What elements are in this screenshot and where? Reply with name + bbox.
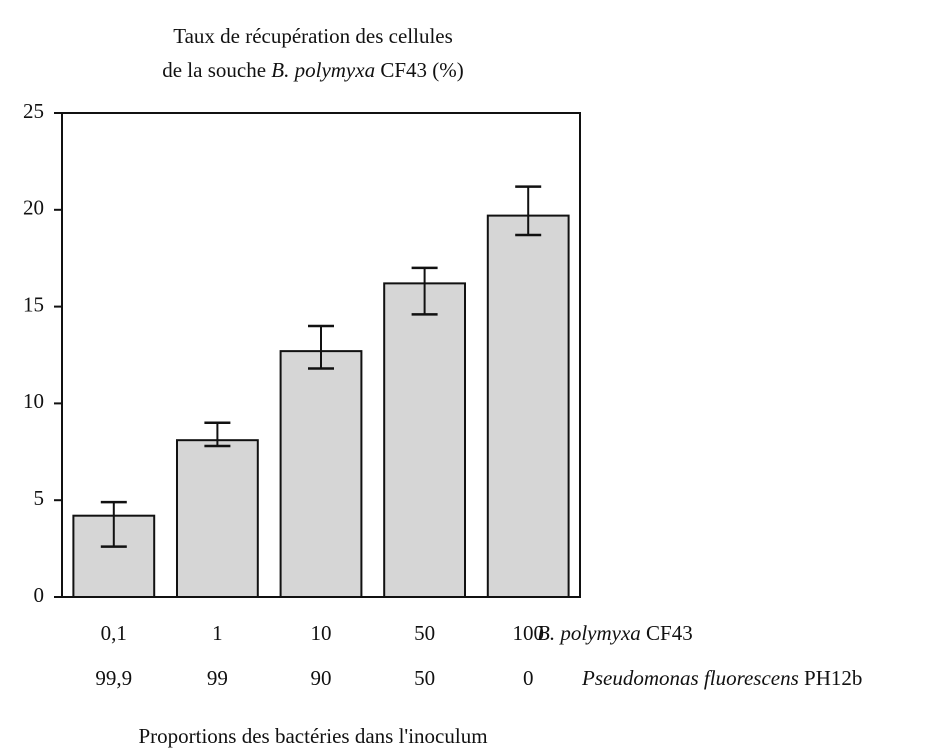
bar	[175, 439, 259, 598]
bar	[383, 282, 467, 598]
x-row-name: B. polymyxa CF43	[537, 621, 693, 645]
title-part: de la souche	[162, 58, 271, 82]
x-tick-label: 1	[212, 621, 223, 645]
x-tick-label: 99,9	[95, 666, 132, 690]
x-row-name: Pseudomonas fluorescens PH12b	[581, 666, 862, 690]
x-tick-label: 90	[311, 666, 332, 690]
title-part: CF43 (%)	[375, 58, 464, 82]
x-axis-label: Proportions des bactéries dans l'inoculu…	[138, 724, 487, 748]
row-name-part: Pseudomonas fluorescens	[581, 666, 799, 690]
bar	[279, 350, 363, 598]
y-tick-label: 10	[23, 389, 44, 413]
x-tick-label: 100	[512, 621, 544, 645]
x-tick-label: 99	[207, 666, 228, 690]
x-tick-label: 0,1	[101, 621, 127, 645]
x-tick-label: 50	[414, 621, 435, 645]
chart-title: de la souche B. polymyxa CF43 (%)	[162, 58, 464, 82]
row-name-part: B. polymyxa	[537, 621, 641, 645]
y-tick-label: 5	[34, 486, 45, 510]
title-part: B. polymyxa	[271, 58, 375, 82]
x-tick-label: 0	[523, 666, 534, 690]
x-tick-label: 50	[414, 666, 435, 690]
bar	[486, 214, 570, 598]
y-tick-label: 20	[23, 196, 44, 220]
y-tick-label: 25	[23, 99, 44, 123]
row-name-part: PH12b	[799, 666, 863, 690]
row-name-part: CF43	[641, 621, 693, 645]
x-tick-label: 10	[311, 621, 332, 645]
y-tick-label: 15	[23, 292, 44, 316]
y-tick-label: 0	[34, 583, 45, 607]
chart-title: Taux de récupération des cellules	[173, 24, 453, 48]
